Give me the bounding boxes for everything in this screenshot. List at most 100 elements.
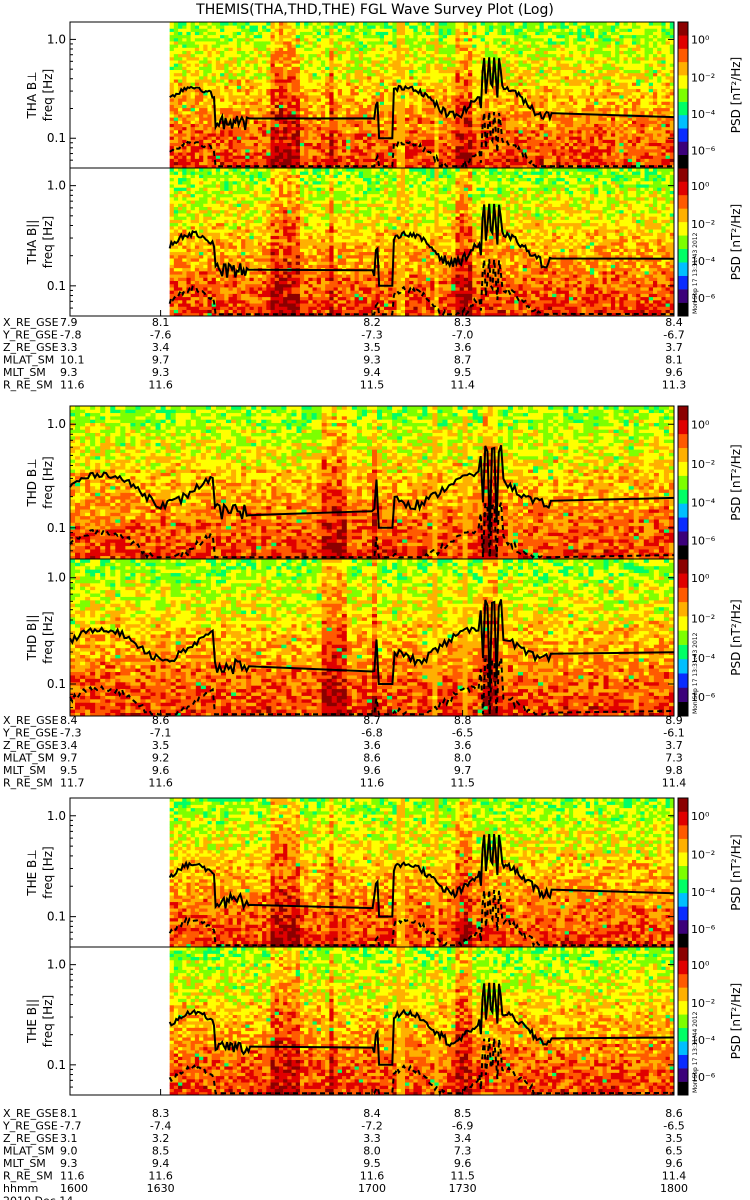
spectrogram-cell xyxy=(439,98,444,102)
spectrogram-cell xyxy=(594,105,599,109)
spectrogram-cell xyxy=(266,124,271,128)
spectrogram-cell xyxy=(371,92,376,96)
spectrogram-cell xyxy=(422,76,427,80)
spectrogram-cell xyxy=(334,35,339,39)
spectrogram-cell xyxy=(271,47,276,51)
spectrogram-cell xyxy=(262,60,267,64)
spectrogram-cell xyxy=(485,41,490,45)
spectrogram-cell xyxy=(296,139,301,143)
spectrogram-cell xyxy=(451,85,456,89)
spectrogram-cell xyxy=(544,60,549,64)
spectrogram-cell xyxy=(619,155,624,159)
spectrogram-cell xyxy=(279,114,284,118)
spectrogram-cell xyxy=(275,32,280,36)
spectrogram-cell xyxy=(304,149,309,153)
spectrogram-cell xyxy=(338,143,343,147)
spectrogram-cell xyxy=(624,127,629,131)
spectrogram-cell xyxy=(493,38,498,42)
spectrogram-cell xyxy=(422,114,427,118)
spectrogram-cell xyxy=(271,73,276,77)
spectrogram-cell xyxy=(506,136,511,140)
spectrogram-cell xyxy=(258,25,263,29)
spectrogram-cell xyxy=(283,162,288,166)
spectrogram-cell xyxy=(397,98,402,102)
spectrogram-cell xyxy=(422,35,427,39)
spectrogram-cell xyxy=(371,152,376,156)
spectrogram-cell xyxy=(497,32,502,36)
spectrogram-cell xyxy=(523,146,528,150)
spectrogram-cell xyxy=(607,108,612,112)
spectrogram-cell xyxy=(443,120,448,124)
spectrogram-cell xyxy=(624,89,629,93)
spectrogram-cell xyxy=(250,57,255,61)
spectrogram-cell xyxy=(619,57,624,61)
spectrogram-cell xyxy=(405,95,410,99)
spectrogram-cell xyxy=(590,79,595,83)
spectrogram-cell xyxy=(611,152,616,156)
spectrogram-cell xyxy=(178,73,183,77)
spectrogram-cell xyxy=(317,57,322,61)
spectrogram-cell xyxy=(279,162,284,166)
spectrogram-cell xyxy=(338,92,343,96)
spectrogram-cell xyxy=(283,111,288,115)
spectrogram-cell xyxy=(611,66,616,70)
spectrogram-cell xyxy=(552,101,557,105)
spectrogram-cell xyxy=(186,133,191,137)
spectrogram-cell xyxy=(313,120,318,124)
spectrogram-cell xyxy=(460,82,465,86)
spectrogram-cell xyxy=(569,28,574,32)
spectrogram-cell xyxy=(611,41,616,45)
spectrogram-cell xyxy=(422,25,427,29)
spectrogram-cell xyxy=(535,28,540,32)
spectrogram-cell xyxy=(397,60,402,64)
spectrogram-cell xyxy=(271,101,276,105)
spectrogram-cell xyxy=(237,85,242,89)
spectrogram-cell xyxy=(342,101,347,105)
spectrogram-cell xyxy=(409,35,414,39)
spectrogram-cell xyxy=(254,63,259,67)
spectrogram-cell xyxy=(590,51,595,55)
spectrogram-cell xyxy=(455,127,460,131)
spectrogram-cell xyxy=(451,41,456,45)
spectrogram-cell xyxy=(388,22,393,26)
spectrogram-cell xyxy=(245,41,250,45)
spectrogram-cell xyxy=(392,139,397,143)
spectrogram-cell xyxy=(334,51,339,55)
spectrogram-cell xyxy=(460,124,465,128)
spectrogram-cell xyxy=(380,114,385,118)
spectrogram-cell xyxy=(300,89,305,93)
spectrogram-cell xyxy=(178,63,183,67)
spectrogram-cell xyxy=(237,76,242,80)
spectrogram-cell xyxy=(510,51,515,55)
spectrogram-cell xyxy=(540,38,545,42)
spectrogram-cell xyxy=(594,25,599,29)
spectrogram-cell xyxy=(510,136,515,140)
spectrogram-cell xyxy=(434,28,439,32)
spectrogram-cell xyxy=(329,124,334,128)
spectrogram-cell xyxy=(548,79,553,83)
spectrogram-cell xyxy=(334,22,339,26)
spectrogram-cell xyxy=(502,127,507,131)
spectrogram-cell xyxy=(300,162,305,166)
spectrogram-cell xyxy=(308,143,313,147)
spectrogram-cell xyxy=(468,149,473,153)
spectrogram-cell xyxy=(611,76,616,80)
spectrogram-cell xyxy=(443,41,448,45)
spectrogram-cell xyxy=(296,60,301,64)
spectrogram-cell xyxy=(569,120,574,124)
spectrogram-cell xyxy=(170,41,175,45)
spectrogram-cell xyxy=(245,152,250,156)
spectrogram-cell xyxy=(535,136,540,140)
spectrogram-cell xyxy=(296,41,301,45)
spectrogram-cell xyxy=(603,41,608,45)
spectrogram-cell xyxy=(237,143,242,147)
spectrogram-cell xyxy=(258,22,263,26)
spectrogram-cell xyxy=(451,95,456,99)
spectrogram-cell xyxy=(359,133,364,137)
spectrogram-cell xyxy=(350,98,355,102)
spectrogram-cell xyxy=(413,70,418,74)
spectrogram-cell xyxy=(384,22,389,26)
spectrogram-cell xyxy=(430,60,435,64)
spectrogram-cell xyxy=(207,114,212,118)
spectrogram-cell xyxy=(384,63,389,67)
